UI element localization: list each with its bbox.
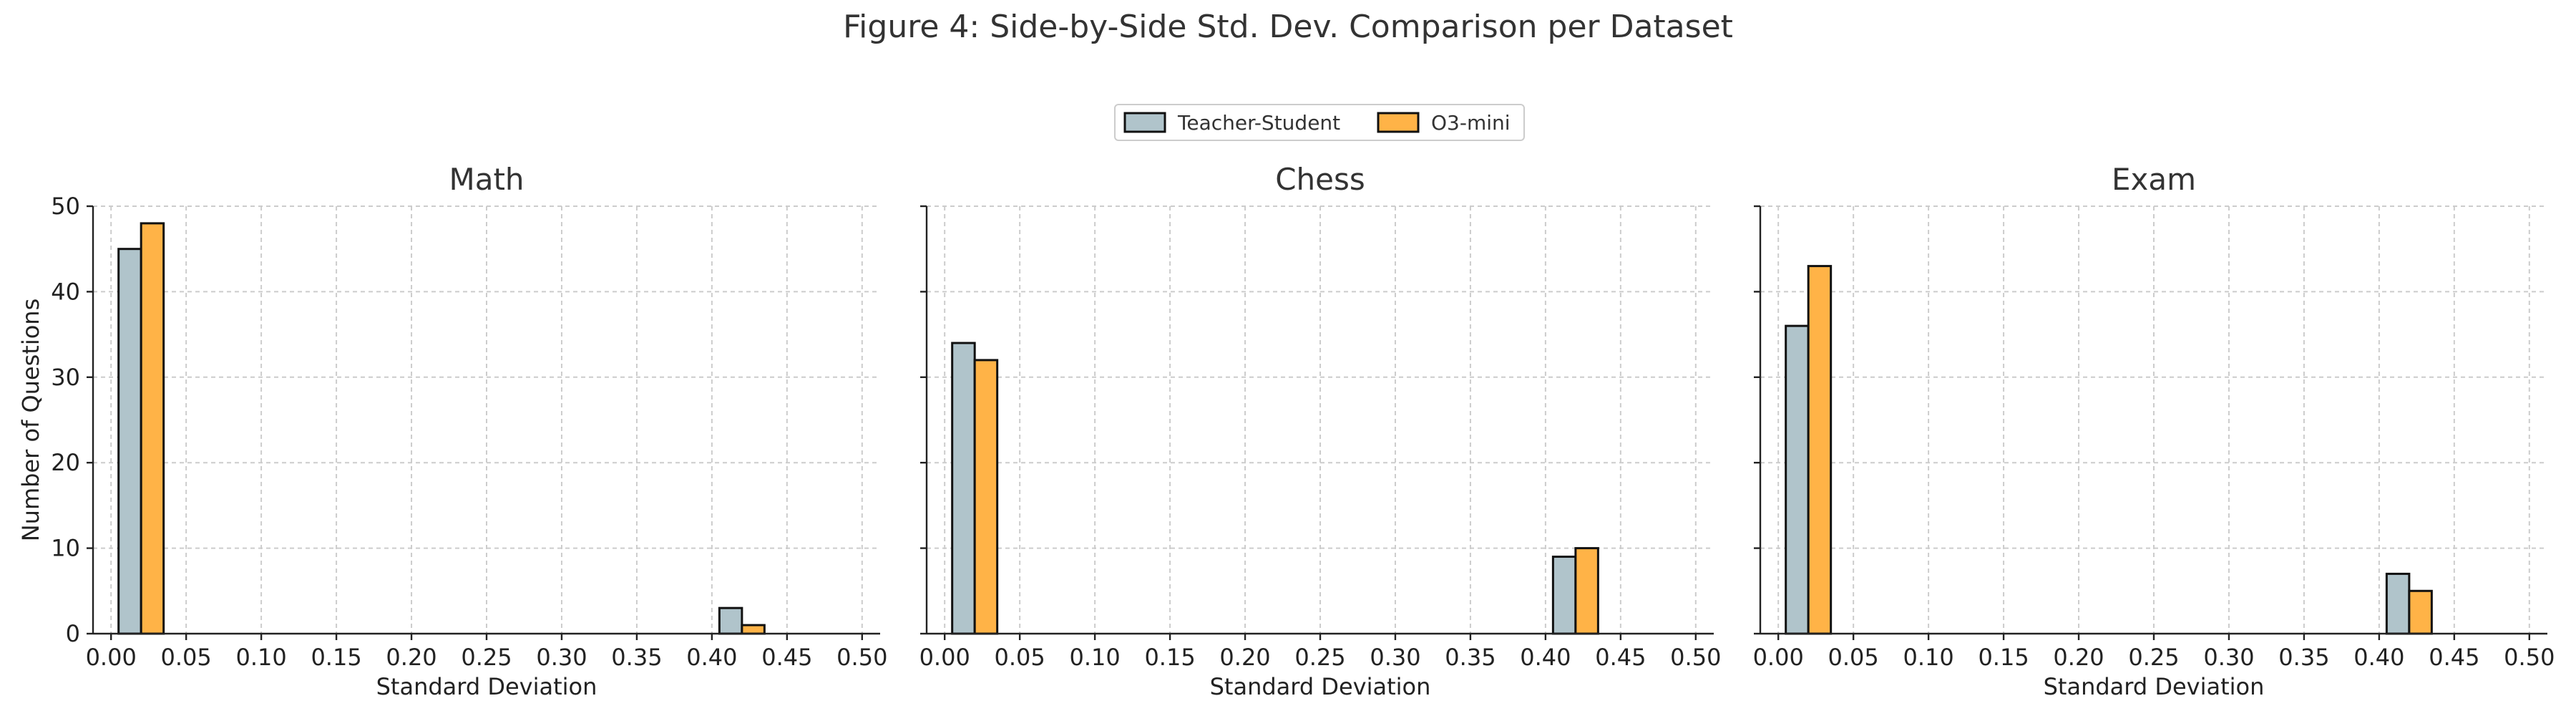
x-tick-label: 0.00 [86,644,137,671]
panel-title-math: Math [449,162,524,197]
panel-title-exam: Exam [2112,162,2196,197]
x-tick-label: 0.25 [461,644,512,671]
legend-label-teacher-student: Teacher-Student [1177,111,1340,135]
legend-swatch-teacher-student [1123,112,1166,133]
x-tick-label: 0.35 [2278,644,2329,671]
x-axis-label: Standard Deviation [376,673,597,700]
bar-o3-mini-0 [973,359,999,635]
y-tick-label: 0 [66,620,80,647]
bar-o3-mini-1 [2408,589,2433,635]
x-tick-label: 0.50 [1670,644,1721,671]
x-tick-label: 0.10 [1903,644,1953,671]
x-tick-label: 0.25 [2128,644,2179,671]
legend-box [1114,104,1525,141]
x-tick-label: 0.05 [995,644,1045,671]
x-tick-label: 0.05 [161,644,212,671]
x-tick-label: 0.45 [761,644,812,671]
chart-panel-chess: 0.00 0.05 0.10 0.15 0.20 0.25 0.30 0.35 0.40 0.45… [919,162,1722,700]
bar-teacher-student-0 [951,342,976,635]
bar-teacher-student-0 [117,248,142,635]
y-axis-label: Number of Questions [17,299,44,542]
x-tick-label: 0.10 [235,644,286,671]
x-tick-label: 0.40 [2353,644,2404,671]
x-tick-label: 0.30 [2203,644,2254,671]
legend: Teacher-Student O3-mini [1114,104,1525,141]
bar-o3-mini-0 [140,222,165,635]
x-tick-label: 0.20 [2053,644,2104,671]
x-tick-label: 0.15 [311,644,361,671]
x-tick-label: 0.00 [919,644,970,671]
x-tick-label: 0.15 [1978,644,2029,671]
x-tick-label: 0.15 [1144,644,1195,671]
x-tick-label: 0.30 [1370,644,1420,671]
bar-teacher-student-1 [2385,572,2411,635]
legend-label-o3-mini: O3-mini [1431,111,1511,135]
x-axis-label: Standard Deviation [1210,673,1431,700]
x-tick-label: 0.40 [1520,644,1571,671]
x-tick-label: 0.50 [2504,644,2555,671]
bar-o3-mini-1 [1574,547,1599,635]
bar-teacher-student-1 [1551,556,1577,635]
y-tick-label: 30 [51,364,80,391]
figure-title: Figure 4: Side-by-Side Std. Dev. Compari… [843,9,1733,45]
y-tick-label: 50 [51,193,80,220]
x-tick-label: 0.00 [1753,644,1804,671]
bar-teacher-student-1 [718,606,743,635]
x-tick-label: 0.50 [836,644,887,671]
chart-panels: 0.00 0.05 0.10 0.15 0.20 0.25 0.30 0.35 0.40 0.45… [17,162,2555,700]
y-tick-label: 10 [51,535,80,562]
x-tick-label: 0.25 [1294,644,1345,671]
x-tick-label: 0.35 [611,644,662,671]
bar-teacher-student-0 [1785,324,1810,635]
x-tick-label: 0.30 [536,644,587,671]
y-tick-label: 20 [51,449,80,476]
y-tick-label: 40 [51,278,80,305]
legend-swatch-o3-mini [1377,112,1420,133]
x-axis-label: Standard Deviation [2044,673,2265,700]
x-tick-label: 0.40 [686,644,737,671]
x-tick-label: 0.45 [1595,644,1646,671]
x-tick-label: 0.35 [1445,644,1496,671]
panel-title-chess: Chess [1275,162,1365,197]
x-tick-label: 0.45 [2429,644,2479,671]
bar-o3-mini-1 [741,624,766,635]
x-tick-label: 0.05 [1828,644,1879,671]
x-tick-label: 0.20 [1219,644,1270,671]
x-tick-label: 0.10 [1069,644,1120,671]
bar-o3-mini-0 [1807,265,1833,635]
x-tick-label: 0.20 [386,644,436,671]
chart-panel-math: 0.00 0.05 0.10 0.15 0.20 0.25 0.30 0.35 0.40 0.45… [17,162,887,700]
chart-panel-exam: 0.00 0.05 0.10 0.15 0.20 0.25 0.30 0.35 0.40 0.45… [1753,162,2555,700]
